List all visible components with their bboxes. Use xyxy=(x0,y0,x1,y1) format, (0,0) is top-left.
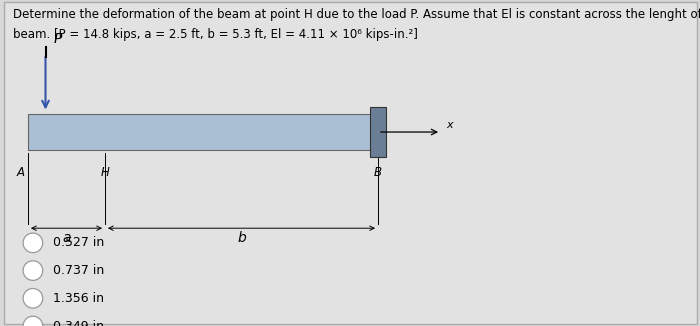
Bar xyxy=(28,114,378,150)
Text: B: B xyxy=(374,166,382,179)
Text: 0.349 in: 0.349 in xyxy=(53,319,104,326)
Text: Determine the deformation of the beam at point H due to the load P. Assume that : Determine the deformation of the beam at… xyxy=(13,8,700,21)
Ellipse shape xyxy=(23,261,43,280)
Text: x: x xyxy=(447,120,453,130)
Text: 0.527 in: 0.527 in xyxy=(53,236,104,249)
Text: beam. [P = 14.8 kips, a = 2.5 ft, b = 5.3 ft, El = 4.11 × 10⁶ kips-in.²]: beam. [P = 14.8 kips, a = 2.5 ft, b = 5.… xyxy=(13,28,417,41)
Ellipse shape xyxy=(23,316,43,326)
Bar xyxy=(370,107,386,157)
Text: P: P xyxy=(54,32,62,46)
Text: b: b xyxy=(237,231,246,245)
Ellipse shape xyxy=(23,289,43,308)
Text: A: A xyxy=(17,166,25,179)
Text: a: a xyxy=(62,231,71,245)
Ellipse shape xyxy=(23,233,43,253)
Text: 1.356 in: 1.356 in xyxy=(53,292,104,305)
Text: H: H xyxy=(101,166,109,179)
Text: 0.737 in: 0.737 in xyxy=(53,264,104,277)
